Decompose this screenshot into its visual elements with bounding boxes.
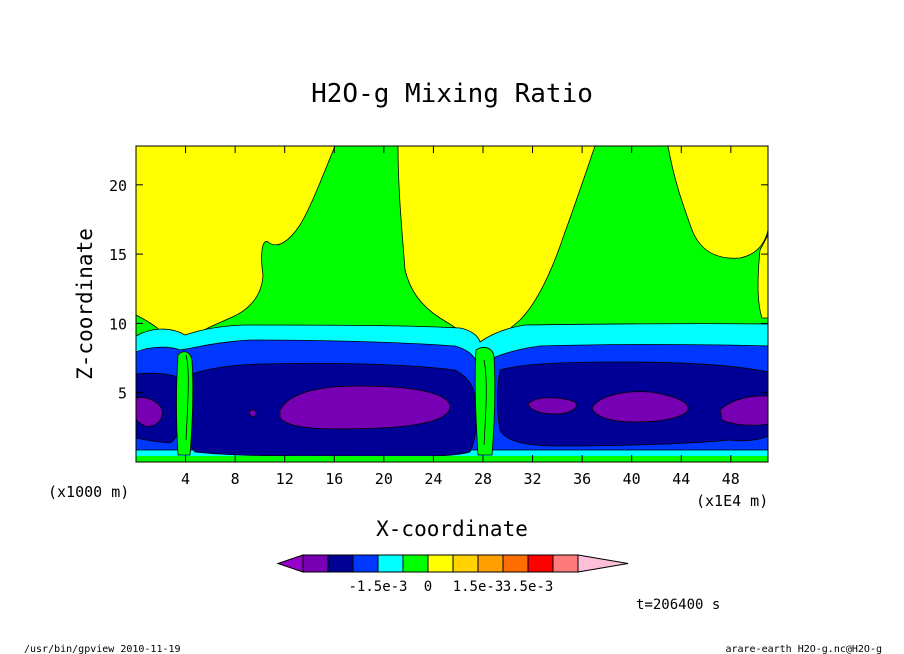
colorbar-swatch [327, 554, 354, 573]
contour-field [135, 145, 769, 463]
x-tick-label: 28 [474, 470, 492, 488]
x-tick-label: 36 [573, 470, 591, 488]
colorbar-swatch [502, 554, 529, 573]
x-tick-label: 4 [181, 470, 190, 488]
colorbar-swatch [452, 554, 479, 573]
colorbar-label: 0 [424, 579, 432, 595]
x-unit-left: (x1000 m) [48, 483, 129, 501]
chart-title: H2O-g Mixing Ratio [311, 79, 593, 109]
colorbar-label: 3.5e-3 [503, 579, 554, 595]
x-unit-right: (x1E4 m) [696, 492, 768, 510]
colorbar-swatch [302, 554, 329, 573]
footer-left: /usr/bin/gpview 2010-11-19 [24, 644, 181, 654]
colorbar-swatch [402, 554, 429, 573]
y-axis-label: Z-coordinate [73, 228, 97, 380]
colorbar-arrow-high [577, 554, 629, 573]
x-tick-label: 44 [672, 470, 690, 488]
colorbar-labels: -1.5e-3 0 1.5e-3 3.5e-3 [348, 579, 553, 595]
x-tick-label: 24 [424, 470, 442, 488]
x-axis-label: X-coordinate [376, 517, 528, 541]
colorbar-swatch [552, 554, 579, 573]
x-tick-label: 20 [375, 470, 393, 488]
x-tick-label: 12 [276, 470, 294, 488]
x-tick-label: 40 [623, 470, 641, 488]
x-tick-label: 8 [231, 470, 240, 488]
colorbar-swatch [352, 554, 379, 573]
x-tick-label: 48 [722, 470, 740, 488]
colorbar-swatch [427, 554, 454, 573]
time-label: t=206400 s [636, 597, 720, 613]
x-tick-label: 32 [524, 470, 542, 488]
y-tick-label: 5 [118, 385, 127, 403]
y-tick-label: 10 [109, 315, 127, 333]
footer-right: arare-earth_H2O-g.nc@H2O-g [725, 644, 882, 654]
colorbar-swatch [377, 554, 404, 573]
colorbar-label: 1.5e-3 [453, 579, 504, 595]
y-tick-label: 15 [109, 246, 127, 264]
colorbar-swatch [527, 554, 554, 573]
colorbar [276, 554, 629, 573]
y-axis-ticks: 5 10 15 20 [109, 177, 768, 403]
colorbar-label: -1.5e-3 [348, 579, 407, 595]
x-axis-ticks: 4 8 12 16 20 24 28 32 36 40 44 48 [181, 146, 740, 488]
colorbar-swatch [477, 554, 504, 573]
y-tick-label: 20 [109, 177, 127, 195]
x-tick-label: 16 [325, 470, 343, 488]
